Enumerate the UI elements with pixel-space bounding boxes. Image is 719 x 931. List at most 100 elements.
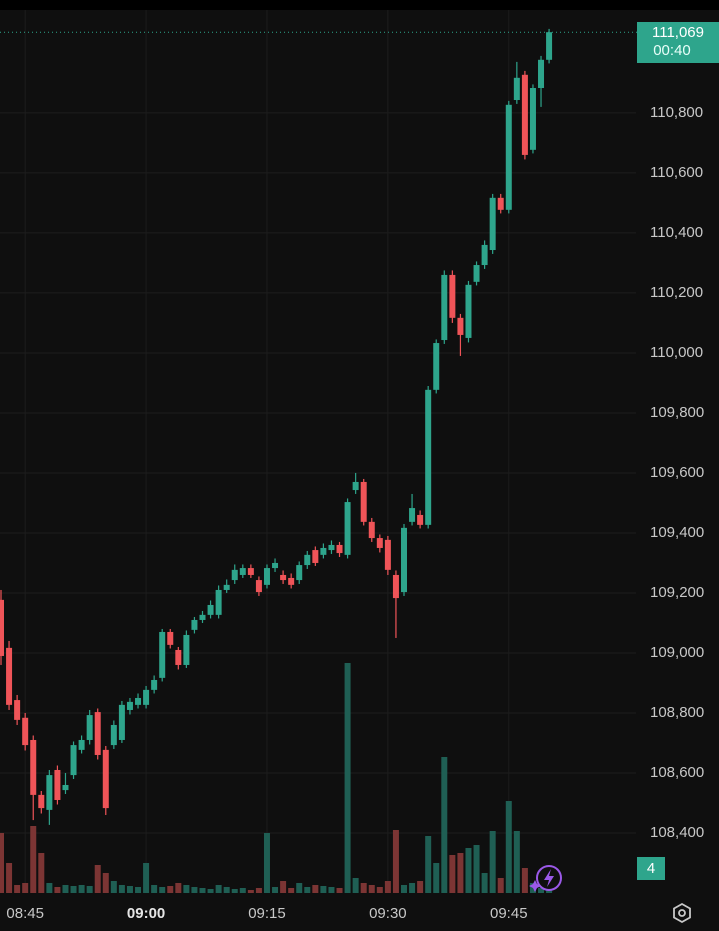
candle-body [473, 265, 480, 282]
settings-icon-hex [673, 902, 691, 924]
volume-bar [288, 888, 295, 893]
candle-body [401, 527, 407, 593]
candle-body [465, 284, 472, 338]
alert-icon-ring [536, 865, 562, 891]
volume-bar [239, 888, 246, 893]
volume-bar [529, 883, 536, 893]
volume-bar [473, 845, 480, 893]
alert-icon[interactable] [529, 865, 562, 892]
candle-body [392, 574, 399, 599]
x-tick-label: 08:45 [6, 905, 44, 922]
y-tick-label: 108,800 [650, 704, 704, 721]
candle-body [215, 589, 222, 615]
candle-body [409, 508, 416, 522]
candle-body [94, 712, 101, 755]
volume-bar [304, 887, 311, 893]
volume-bar [441, 757, 448, 893]
volume-bar [0, 833, 4, 893]
y-tick-label: 110,200 [650, 284, 703, 301]
candle-body [30, 739, 37, 795]
candle-body [38, 794, 45, 809]
candle-body [118, 704, 125, 740]
candle-body [62, 784, 69, 791]
volume-bar [457, 853, 464, 893]
volume-bar [481, 873, 488, 893]
volume-bar [312, 885, 319, 893]
candle-body [199, 614, 206, 620]
candle-body [280, 574, 287, 581]
candle-body [263, 568, 270, 585]
volume-bar [360, 883, 367, 893]
volume-bar [263, 833, 270, 893]
volume-bar [70, 886, 77, 893]
volume-bar [417, 881, 424, 893]
candle-body [255, 580, 262, 593]
volume-bar [497, 878, 504, 893]
volume-bar [272, 887, 279, 893]
volume-bar [14, 885, 21, 893]
candle-body [0, 599, 4, 656]
volume-bar [296, 883, 303, 893]
volume-bar [159, 887, 166, 893]
volume-layer [0, 663, 553, 893]
settings-icon[interactable] [673, 902, 691, 924]
volume-bar [143, 863, 150, 893]
volume-bar [513, 831, 520, 893]
candle-body [296, 565, 303, 581]
candle-body [78, 739, 85, 750]
volume-bar [409, 883, 416, 893]
settings-icon-dot [678, 909, 686, 917]
candle-body [352, 481, 359, 491]
candle-body [183, 634, 190, 665]
volume-bar [183, 885, 190, 893]
candle-body [191, 619, 198, 630]
x-tick-label: 09:45 [490, 905, 528, 922]
volume-bar [167, 886, 174, 893]
volume-bar [401, 885, 407, 893]
candle-body [86, 715, 93, 740]
volume-bar [449, 855, 456, 893]
volume-bar [62, 885, 69, 893]
volume-bar [54, 887, 61, 893]
candle-body [54, 769, 61, 800]
volume-bar [135, 887, 142, 893]
candle-body [505, 104, 512, 210]
volume-bar [538, 888, 545, 893]
candle-body [497, 197, 504, 210]
candle-body [417, 514, 424, 525]
volume-bar [215, 885, 222, 893]
volume-bar [425, 836, 432, 893]
volume-bar [46, 883, 53, 893]
volume-bar [368, 885, 375, 893]
candle-body [457, 317, 464, 335]
volume-bar [280, 881, 287, 893]
volume-bar [320, 886, 327, 893]
volume-bar [118, 885, 125, 893]
volume-bar [94, 865, 101, 893]
candle-body [312, 550, 319, 563]
volume-bar [223, 887, 230, 893]
volume-bar [126, 886, 133, 893]
y-tick-label: 109,800 [650, 404, 704, 421]
volume-bar [86, 886, 93, 893]
candle-body [135, 697, 142, 705]
candle-body [376, 538, 383, 548]
volume-bar [255, 888, 262, 893]
volume-bar [336, 888, 343, 893]
candle-body [368, 521, 375, 539]
candle-body [513, 77, 520, 101]
y-tick-label: 108,600 [650, 764, 704, 781]
candle-body [529, 88, 536, 150]
volume-bar [465, 848, 472, 893]
candle-body [159, 631, 166, 678]
volume-bar [489, 831, 496, 893]
candle-body [425, 389, 432, 525]
volume-bar [151, 885, 158, 893]
y-tick-label: 110,800 [650, 104, 703, 121]
volume-bar [546, 890, 553, 893]
candle-body [22, 717, 29, 746]
candle-body [143, 689, 150, 705]
candle-body [336, 544, 343, 554]
volume-bar [328, 887, 335, 893]
